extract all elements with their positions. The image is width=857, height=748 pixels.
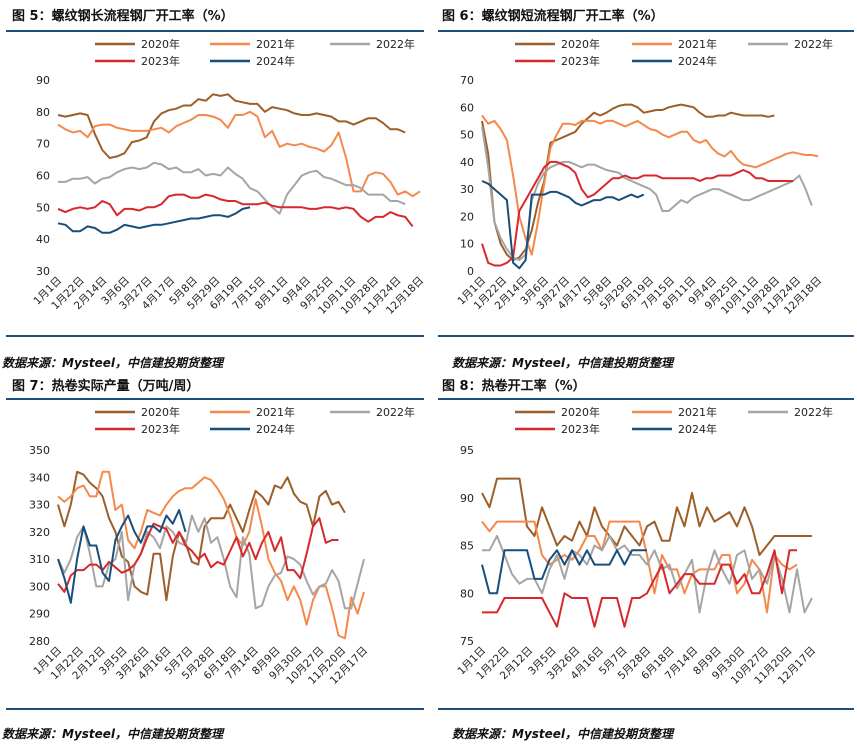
y-tick-label: 70 (36, 138, 50, 151)
series-line-2024 (481, 180, 645, 270)
legend-label: 2024年 (256, 54, 295, 68)
series-line-2024 (481, 549, 647, 595)
top-rule-fig7 (6, 398, 424, 400)
top-rule-fig6 (438, 30, 854, 32)
legend-label: 2024年 (678, 54, 717, 68)
top-rule-fig8 (438, 398, 854, 400)
series-line-2021 (481, 114, 819, 256)
chart-title-fig8: 图 8：热卷开工率（%） (442, 379, 586, 394)
y-tick-label: 330 (29, 499, 50, 512)
source-note-fig5: 数据来源：Mysteel，中信建投期货整理 (2, 356, 224, 370)
legend-label: 2020年 (141, 37, 180, 51)
legend-label: 2020年 (561, 37, 600, 51)
series-line-2022 (481, 126, 813, 262)
legend-label: 2023年 (141, 54, 180, 68)
series-line-2021 (57, 110, 421, 198)
chart-title-fig5: 图 5：螺纹钢长流程钢厂开工率（%） (12, 9, 234, 24)
y-tick-label: 80 (36, 106, 50, 119)
y-tick-label: 30 (36, 265, 50, 278)
legend-label: 2023年 (141, 422, 180, 436)
legend-label: 2022年 (794, 405, 833, 419)
legend-label: 2022年 (794, 37, 833, 51)
source-note-fig6: 数据来源：Mysteel，中信建投期货整理 (452, 356, 674, 370)
legend-label: 2023年 (561, 422, 600, 436)
series-line-2023 (482, 549, 797, 628)
source-note-fig7: 数据来源：Mysteel，中信建投期货整理 (2, 727, 224, 741)
y-tick-label: 60 (460, 101, 474, 114)
series-line-2020 (481, 477, 812, 556)
y-tick-label: 300 (29, 580, 50, 593)
y-tick-label: 10 (460, 238, 474, 251)
y-tick-label: 60 (36, 170, 50, 183)
y-tick-label: 30 (460, 183, 474, 196)
y-tick-label: 50 (460, 129, 474, 142)
series-line-2022 (482, 535, 813, 614)
y-tick-label: 280 (29, 635, 50, 648)
legend-label: 2020年 (561, 405, 600, 419)
series-line-2024 (57, 509, 187, 604)
bottom-rule-fig5 (6, 335, 424, 337)
y-tick-label: 40 (36, 233, 50, 246)
y-tick-label: 90 (460, 492, 474, 505)
y-tick-label: 80 (460, 587, 474, 600)
y-tick-label: 50 (36, 201, 50, 214)
series-line-2023 (481, 160, 794, 267)
legend-label: 2021年 (678, 405, 717, 419)
y-tick-label: 290 (29, 608, 50, 621)
y-tick-label: 85 (460, 540, 474, 553)
series-line-2020 (57, 470, 346, 602)
series-line-2022 (57, 514, 365, 610)
series-line-2020 (481, 103, 775, 262)
series-line-2023 (57, 517, 339, 593)
series-line-2021 (57, 470, 365, 640)
y-tick-label: 40 (460, 156, 474, 169)
y-tick-label: 340 (29, 471, 50, 484)
chart-title-fig7: 图 7：热卷实际产量（万吨/周） (12, 379, 200, 394)
series-line-2022 (58, 161, 406, 215)
series-line-2020 (57, 93, 406, 159)
legend-label: 2020年 (141, 405, 180, 419)
legend-label: 2022年 (376, 405, 415, 419)
legend-label: 2021年 (256, 37, 295, 51)
series-line-2024 (57, 206, 251, 234)
legend-label: 2023年 (561, 54, 600, 68)
bottom-rule-fig7 (6, 708, 424, 710)
legend-label: 2021年 (678, 37, 717, 51)
y-tick-label: 310 (29, 553, 50, 566)
chart-title-fig6: 图 6：螺纹钢短流程钢厂开工率（%） (442, 9, 664, 24)
legend-label: 2024年 (256, 422, 295, 436)
top-rule-fig5 (6, 30, 424, 32)
source-note-fig8: 数据来源：Mysteel，中信建投期货整理 (452, 727, 674, 741)
series-line-2021 (481, 520, 798, 614)
y-tick-label: 70 (460, 74, 474, 87)
y-tick-label: 350 (29, 444, 50, 457)
legend-label: 2024年 (678, 422, 717, 436)
legend-label: 2022年 (376, 37, 415, 51)
legend-label: 2021年 (256, 405, 295, 419)
y-tick-label: 95 (460, 444, 474, 457)
y-tick-label: 20 (460, 210, 474, 223)
series-line-2023 (57, 193, 414, 228)
y-tick-label: 0 (467, 265, 474, 278)
y-tick-label: 90 (36, 74, 50, 87)
y-tick-label: 75 (460, 635, 474, 648)
bottom-rule-fig8 (438, 708, 854, 710)
y-tick-label: 320 (29, 526, 50, 539)
bottom-rule-fig6 (438, 335, 854, 337)
